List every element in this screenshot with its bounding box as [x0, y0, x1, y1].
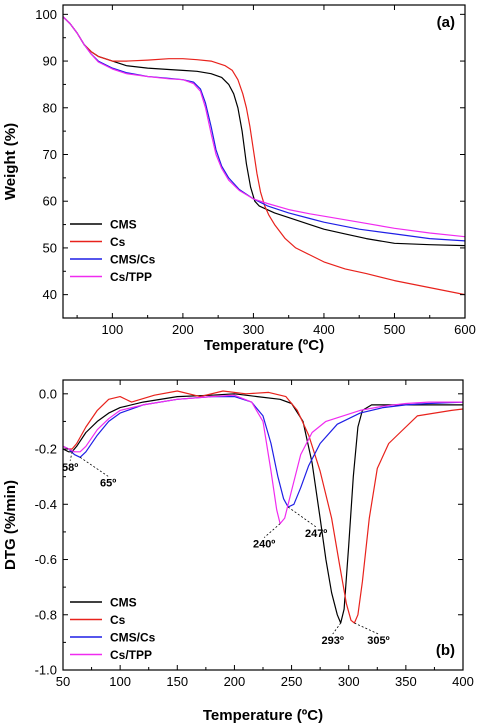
series-line-cms — [63, 393, 463, 624]
annotation-label: 247º — [305, 528, 327, 540]
x-tick-label: 100 — [109, 674, 131, 689]
chart-panel-0: 100 200 300 400 500 600 40 50 60 70 80 90 100 Tempera… — [2, 4, 476, 354]
x-tick-label: 200 — [224, 674, 246, 689]
x-tick-label: 500 — [384, 322, 406, 337]
annotation-leader — [354, 622, 379, 635]
x-axis-label: Temperature (ºC) — [204, 337, 324, 354]
y-tick-label: 100 — [35, 7, 57, 22]
annotation-leader — [332, 622, 342, 635]
x-tick-label: 300 — [338, 674, 360, 689]
y-tick-label: 80 — [43, 100, 57, 115]
series-line-cs — [63, 390, 463, 624]
x-tick-label: 350 — [395, 674, 417, 689]
y-tick-label: 0.0 — [39, 386, 57, 401]
plot-frame — [62, 4, 466, 319]
panel-label: (b) — [436, 642, 455, 659]
annotation-label: 58º — [62, 462, 78, 474]
panel-label: (a) — [437, 14, 455, 31]
x-tick-label: 50 — [56, 674, 70, 689]
y-tick-label: -0.2 — [35, 442, 57, 457]
legend-label: CMS — [110, 218, 137, 232]
y-tick-label: -1.0 — [35, 663, 57, 678]
annotation-leader — [69, 451, 73, 461]
series-line-cs — [63, 16, 465, 296]
legend-label: Cs — [110, 235, 126, 249]
annotation-leader — [79, 457, 109, 477]
legend-label: Cs — [110, 613, 126, 627]
legend-label: CMS/Cs — [110, 631, 156, 645]
legend-label: CMS/Cs — [110, 253, 156, 267]
x-tick-label: 200 — [172, 322, 194, 337]
y-tick-label: 70 — [43, 147, 57, 162]
y-tick-label: -0.6 — [35, 552, 57, 567]
annotation-leader — [263, 523, 281, 538]
x-tick-label: 400 — [313, 322, 335, 337]
y-axis-label: DTG (%/min) — [2, 480, 19, 570]
legend: CMS Cs CMS/Cs Cs/TPP — [70, 596, 156, 662]
x-tick-label: 150 — [166, 674, 188, 689]
legend-label: Cs/TPP — [110, 270, 152, 284]
annotation-label: 65º — [100, 477, 116, 489]
annotation-label: 240º — [253, 539, 275, 551]
x-tick-label: 400 — [452, 674, 474, 689]
series-line-cms-cs — [63, 396, 463, 508]
legend-label: CMS — [110, 596, 137, 610]
y-tick-label: -0.8 — [35, 607, 57, 622]
x-tick-label: 300 — [243, 322, 265, 337]
x-axis-label: Temperature (ºC) — [203, 707, 323, 724]
y-tick-label: 90 — [43, 54, 57, 69]
x-tick-label: 600 — [454, 322, 476, 337]
y-axis-label: Weight (%) — [2, 123, 19, 200]
legend-label: Cs/TPP — [110, 648, 152, 662]
x-tick-label: 100 — [102, 322, 124, 337]
series-line-cms-cs — [63, 16, 465, 242]
series-line-cs-tpp — [63, 394, 463, 525]
annotation-label: 293º — [322, 635, 344, 647]
y-tick-label: -0.4 — [35, 497, 57, 512]
x-tick-label: 250 — [281, 674, 303, 689]
y-tick-label: 40 — [43, 287, 57, 302]
y-tick-label: 50 — [43, 240, 57, 255]
y-tick-label: 60 — [43, 194, 57, 209]
series-line-cs-tpp — [63, 16, 465, 238]
chart-panel-1: 50 100 150 200 250 300 350 400 -1.0 -0.8 -0.6 -0.4 -… — [2, 379, 474, 724]
annotation-leader — [287, 506, 317, 528]
legend: CMS Cs CMS/Cs Cs/TPP — [70, 218, 156, 284]
annotation-label: 305º — [367, 635, 389, 647]
series-line-cms — [63, 16, 465, 247]
